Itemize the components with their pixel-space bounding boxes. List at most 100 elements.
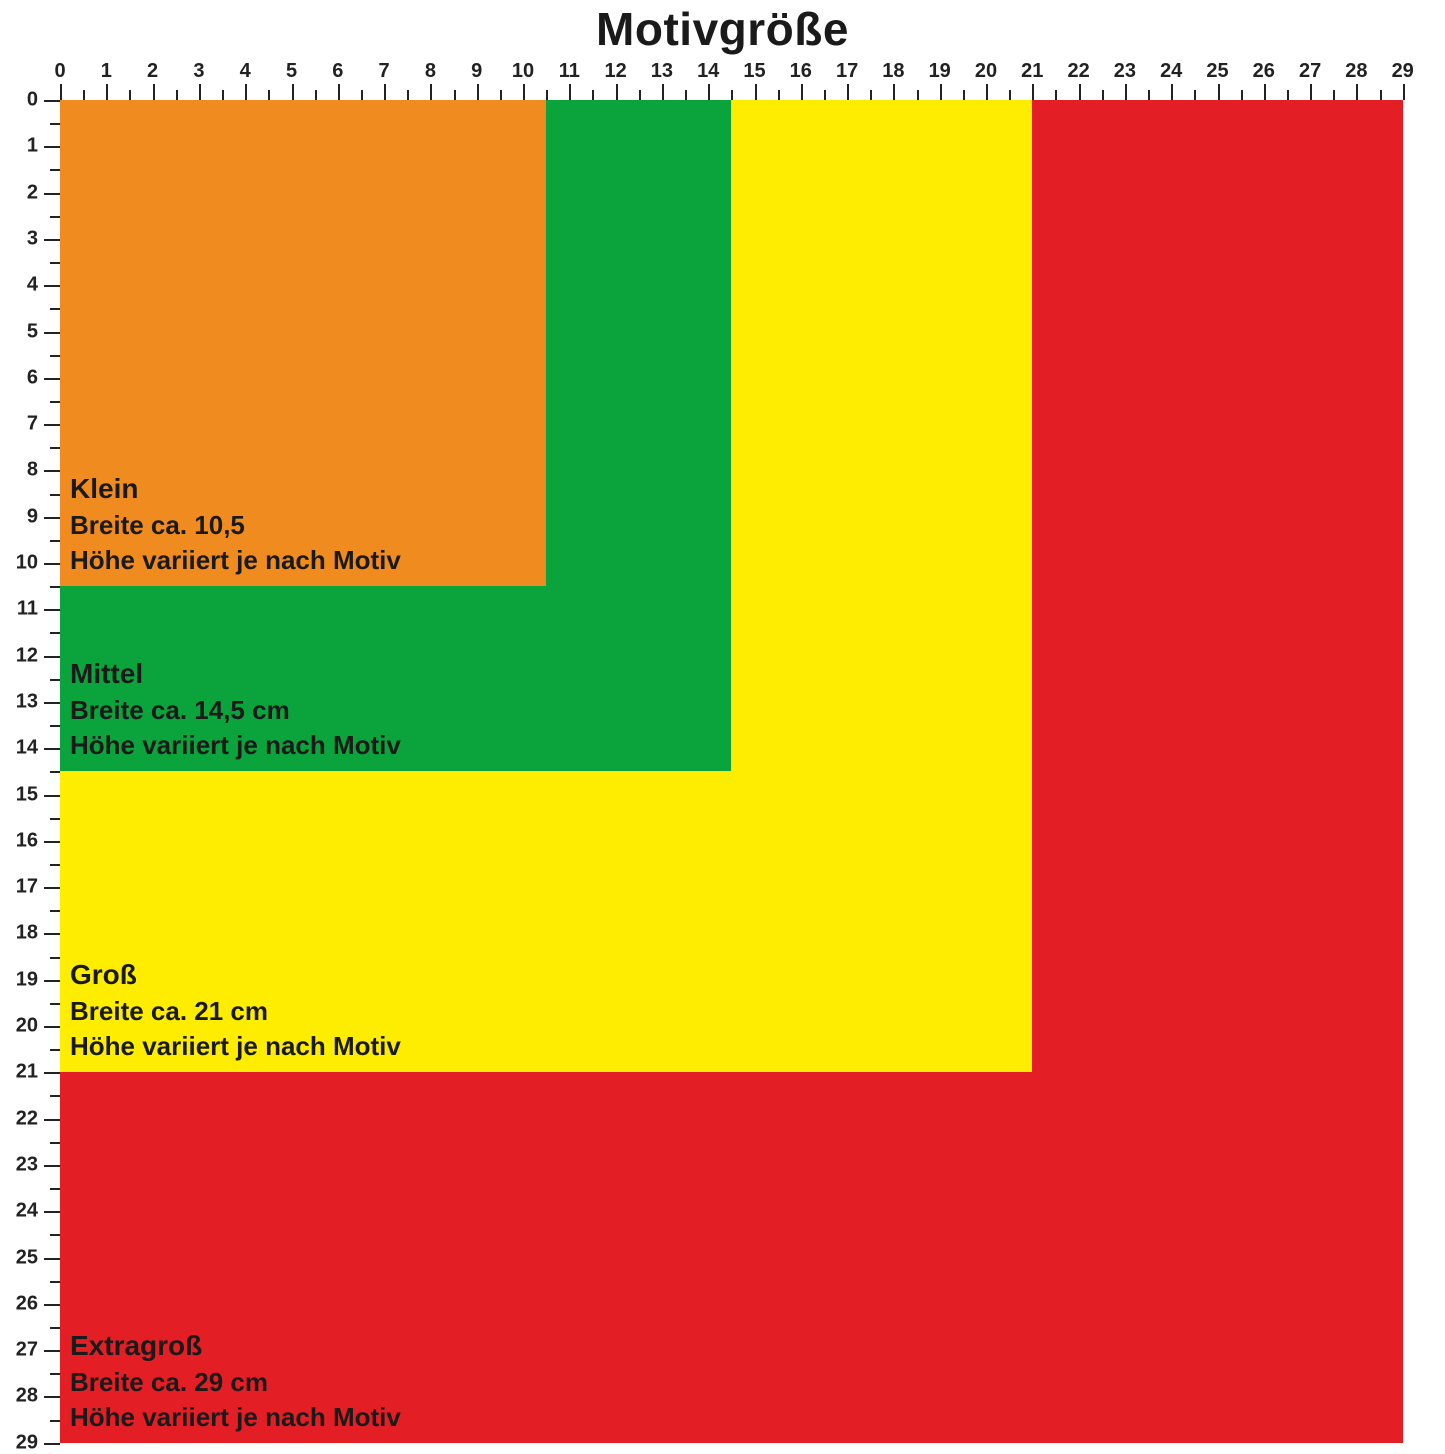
ruler-h-tick-minor bbox=[685, 90, 687, 100]
ruler-h-number: 23 bbox=[1114, 60, 1136, 83]
ruler-v-tick-minor bbox=[50, 308, 60, 310]
ruler-v-tick-minor bbox=[50, 355, 60, 357]
ruler-v-tick-major bbox=[44, 841, 60, 843]
ruler-v-tick-major bbox=[44, 470, 60, 472]
ruler-h-number: 1 bbox=[101, 60, 112, 83]
ruler-v-tick-major bbox=[44, 1026, 60, 1028]
ruler-v-tick-major bbox=[44, 1443, 60, 1445]
ruler-h-tick-major bbox=[662, 84, 664, 100]
ruler-v-tick-major bbox=[44, 1350, 60, 1352]
ruler-h-tick-major bbox=[1356, 84, 1358, 100]
ruler-v-tick-major bbox=[44, 702, 60, 704]
ruler-h-tick-minor bbox=[1287, 90, 1289, 100]
ruler-h-number: 8 bbox=[425, 60, 436, 83]
ruler-h-number: 9 bbox=[471, 60, 482, 83]
ruler-h-tick-major bbox=[616, 84, 618, 100]
ruler-h-tick-minor bbox=[129, 90, 131, 100]
ruler-h-tick-major bbox=[755, 84, 757, 100]
ruler-h-tick-minor bbox=[315, 90, 317, 100]
ruler-h-tick-minor bbox=[176, 90, 178, 100]
ruler-v-number: 19 bbox=[0, 968, 38, 991]
ruler-h-tick-major bbox=[153, 84, 155, 100]
ruler-h-tick-major bbox=[1125, 84, 1127, 100]
size-width-label: Breite ca. 10,5 bbox=[70, 508, 401, 543]
size-width-label: Breite ca. 14,5 cm bbox=[70, 693, 401, 728]
ruler-v-number: 20 bbox=[0, 1015, 38, 1038]
ruler-h-number: 2 bbox=[147, 60, 158, 83]
ruler-h-tick-major bbox=[801, 84, 803, 100]
ruler-h-tick-minor bbox=[1241, 90, 1243, 100]
ruler-h-number: 25 bbox=[1206, 60, 1228, 83]
ruler-h-tick-major bbox=[1218, 84, 1220, 100]
page-title: Motivgröße bbox=[0, 2, 1445, 56]
ruler-v-tick-major bbox=[44, 100, 60, 102]
ruler-h-tick-minor bbox=[500, 90, 502, 100]
ruler-h-tick-minor bbox=[1148, 90, 1150, 100]
ruler-v-number: 16 bbox=[0, 829, 38, 852]
ruler-h-tick-major bbox=[292, 84, 294, 100]
ruler-v-tick-minor bbox=[50, 1373, 60, 1375]
ruler-v-tick-minor bbox=[50, 1142, 60, 1144]
ruler-h-tick-major bbox=[1079, 84, 1081, 100]
ruler-h-tick-minor bbox=[268, 90, 270, 100]
size-width-label: Breite ca. 21 cm bbox=[70, 994, 401, 1029]
ruler-h-tick-minor bbox=[222, 90, 224, 100]
ruler-h-tick-major bbox=[523, 84, 525, 100]
ruler-v-tick-minor bbox=[50, 216, 60, 218]
ruler-h-tick-minor bbox=[407, 90, 409, 100]
ruler-v-tick-major bbox=[44, 656, 60, 658]
ruler-h-number: 5 bbox=[286, 60, 297, 83]
ruler-h-tick-major bbox=[1264, 84, 1266, 100]
ruler-h-tick-major bbox=[986, 84, 988, 100]
ruler-h-tick-major bbox=[477, 84, 479, 100]
ruler-h-tick-minor bbox=[361, 90, 363, 100]
size-canvas: ExtragroßBreite ca. 29 cmHöhe variiert j… bbox=[60, 100, 1445, 1445]
size-label-gross: GroßBreite ca. 21 cmHöhe variiert je nac… bbox=[70, 956, 401, 1064]
ruler-v-tick-minor bbox=[50, 632, 60, 634]
ruler-v-tick-major bbox=[44, 1304, 60, 1306]
ruler-h-tick-major bbox=[940, 84, 942, 100]
ruler-v-number: 17 bbox=[0, 876, 38, 899]
ruler-horizontal: 0123456789101112131415161718192021222324… bbox=[60, 60, 1445, 100]
ruler-v-tick-minor bbox=[50, 1234, 60, 1236]
ruler-h-number: 20 bbox=[975, 60, 997, 83]
ruler-v-number: 7 bbox=[0, 413, 38, 436]
ruler-h-tick-minor bbox=[824, 90, 826, 100]
ruler-h-tick-major bbox=[708, 84, 710, 100]
ruler-v-tick-minor bbox=[50, 540, 60, 542]
ruler-v-number: 12 bbox=[0, 644, 38, 667]
ruler-v-number: 25 bbox=[0, 1246, 38, 1269]
ruler-v-tick-minor bbox=[50, 818, 60, 820]
ruler-h-number: 7 bbox=[379, 60, 390, 83]
ruler-h-tick-major bbox=[847, 84, 849, 100]
size-width-label: Breite ca. 29 cm bbox=[70, 1365, 401, 1400]
size-name: Extragroß bbox=[70, 1327, 401, 1365]
ruler-v-number: 2 bbox=[0, 181, 38, 204]
ruler-v-tick-minor bbox=[50, 401, 60, 403]
ruler-v-tick-major bbox=[44, 933, 60, 935]
ruler-h-tick-major bbox=[60, 84, 62, 100]
ruler-v-tick-major bbox=[44, 1258, 60, 1260]
ruler-v-tick-minor bbox=[50, 771, 60, 773]
ruler-v-tick-major bbox=[44, 193, 60, 195]
ruler-v-tick-major bbox=[44, 1119, 60, 1121]
ruler-h-tick-minor bbox=[1102, 90, 1104, 100]
ruler-v-tick-minor bbox=[50, 262, 60, 264]
ruler-vertical: 0123456789101112131415161718192021222324… bbox=[0, 100, 60, 1445]
ruler-h-number: 26 bbox=[1253, 60, 1275, 83]
ruler-h-number: 4 bbox=[240, 60, 251, 83]
ruler-h-tick-minor bbox=[592, 90, 594, 100]
ruler-h-number: 16 bbox=[790, 60, 812, 83]
ruler-v-tick-major bbox=[44, 239, 60, 241]
ruler-h-tick-major bbox=[569, 84, 571, 100]
ruler-h-number: 28 bbox=[1345, 60, 1367, 83]
ruler-h-tick-minor bbox=[1009, 90, 1011, 100]
ruler-v-tick-major bbox=[44, 332, 60, 334]
ruler-h-number: 18 bbox=[882, 60, 904, 83]
ruler-v-tick-major bbox=[44, 285, 60, 287]
ruler-h-number: 17 bbox=[836, 60, 858, 83]
ruler-h-tick-major bbox=[430, 84, 432, 100]
ruler-v-tick-minor bbox=[50, 1049, 60, 1051]
ruler-v-tick-minor bbox=[50, 169, 60, 171]
ruler-v-tick-major bbox=[44, 980, 60, 982]
